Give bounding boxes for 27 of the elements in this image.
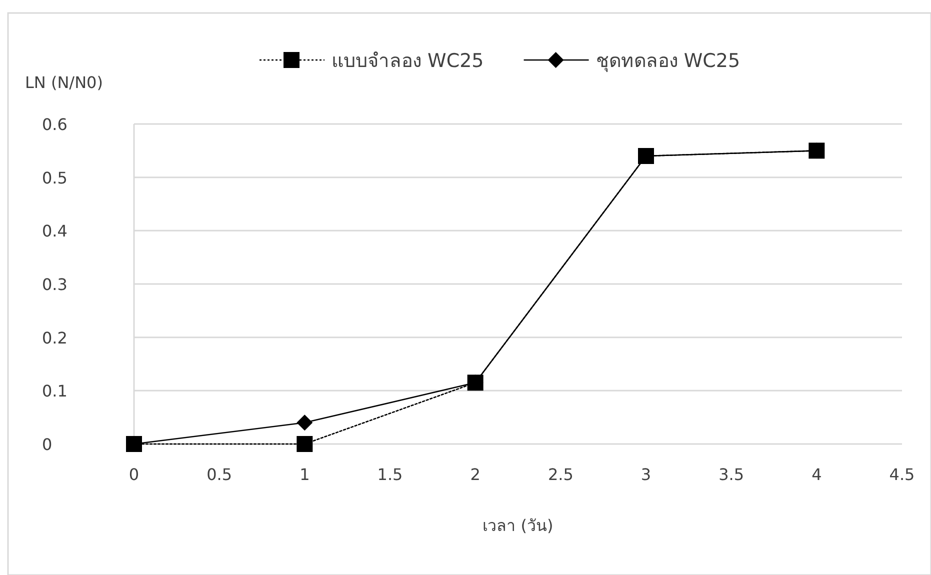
y-tick-label: 0.1	[42, 382, 68, 401]
point	[126, 436, 142, 452]
x-tick-label: 4	[812, 465, 822, 484]
legend-label: ชุดทดลอง WC25	[596, 50, 740, 73]
point	[296, 436, 313, 452]
point	[638, 148, 654, 164]
x-tick-label: 4.5	[889, 465, 915, 484]
x-tick-label: 2	[470, 465, 480, 484]
x-tick-label: 1.5	[377, 465, 403, 484]
x-tick-label: 1	[300, 465, 310, 484]
x-tick-label: 2.5	[548, 465, 574, 484]
x-tick-label: 0	[128, 465, 140, 484]
point	[296, 414, 313, 431]
y-axis-title: LN (N/N0)	[25, 73, 103, 92]
y-tick-label: 0	[42, 435, 52, 454]
y-tick-label: 0.5	[42, 168, 68, 188]
y-tick-label: 0.2	[42, 328, 68, 348]
point	[808, 142, 825, 159]
y-tick-label: 0.3	[42, 275, 68, 294]
y-tick-label: 0.4	[42, 222, 68, 241]
legend-label: แบบจำลอง WC25	[332, 50, 484, 72]
y-tick-label: 0.6	[42, 115, 68, 134]
x-tick-label: 0.5	[206, 465, 232, 484]
point	[467, 374, 484, 391]
x-tick-label: 3	[640, 465, 652, 484]
x-tick-label: 3.5	[718, 465, 744, 484]
x-axis-title: เวลา (วัน)	[482, 516, 554, 535]
